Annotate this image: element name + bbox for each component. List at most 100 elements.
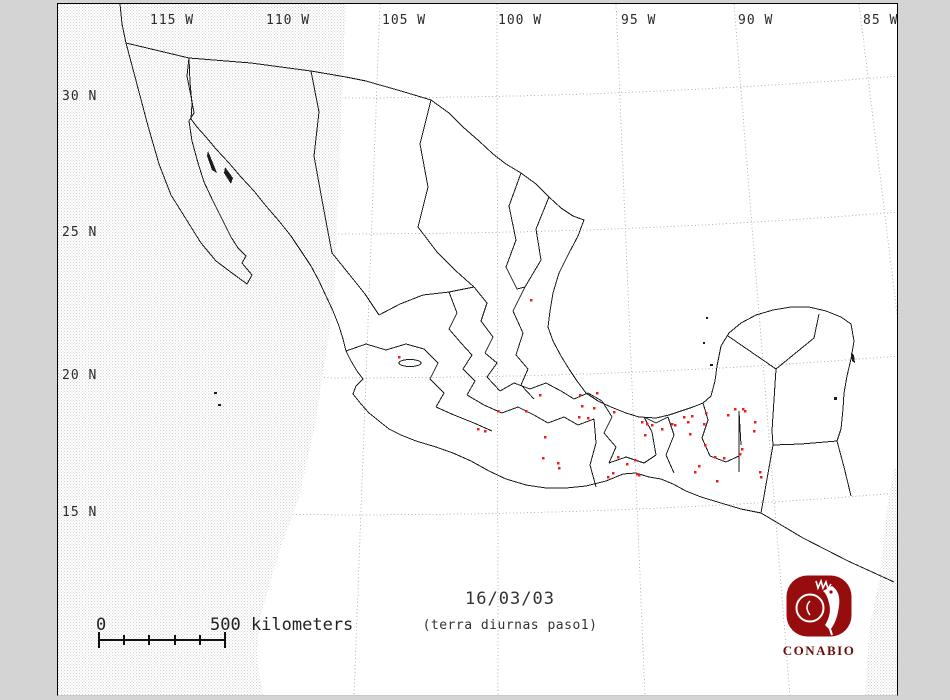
state-borders bbox=[310, 70, 820, 488]
fire-dot bbox=[587, 417, 590, 420]
fire-dot bbox=[714, 456, 717, 459]
lon-label: 105 W bbox=[382, 13, 427, 28]
fire-dot bbox=[691, 415, 694, 418]
fire-dot bbox=[542, 457, 545, 460]
fire-dot bbox=[759, 471, 762, 474]
fire-dot bbox=[558, 467, 561, 470]
fire-dot bbox=[734, 408, 737, 411]
scale-tick bbox=[173, 635, 176, 645]
fire-dot bbox=[484, 430, 487, 433]
fire-dot bbox=[398, 356, 401, 359]
fire-dot bbox=[539, 394, 542, 397]
fire-dot bbox=[544, 436, 547, 439]
fire-dot bbox=[638, 474, 641, 477]
fire-dot bbox=[754, 421, 757, 424]
lon-label: 115 W bbox=[150, 13, 195, 28]
fire-dot bbox=[644, 434, 647, 437]
fire-dot bbox=[694, 471, 697, 474]
baja-california bbox=[125, 42, 253, 285]
meridian-90w bbox=[733, 4, 791, 695]
swath-stipple bbox=[58, 4, 897, 695]
lon-label: 95 W bbox=[621, 13, 657, 28]
fire-dot bbox=[497, 410, 500, 413]
fire-dot bbox=[723, 457, 726, 460]
fire-dot bbox=[703, 423, 706, 426]
fire-dot bbox=[634, 459, 637, 462]
fire-dot bbox=[753, 430, 756, 433]
parallel-30n bbox=[58, 75, 897, 99]
fire-dot bbox=[689, 433, 692, 436]
fire-dot bbox=[760, 476, 763, 479]
scale-tick bbox=[98, 632, 100, 648]
fire-dot bbox=[578, 416, 581, 419]
map-area: 0 500 kilometers 16/03/03 (terra diurnas… bbox=[57, 3, 898, 696]
fire-dots-layer bbox=[398, 299, 763, 483]
fire-dot bbox=[593, 407, 596, 410]
parallel-20n bbox=[58, 355, 897, 379]
scale-zero-label: 0 bbox=[96, 615, 107, 635]
lat-label: 20 N bbox=[62, 368, 98, 383]
fire-dot bbox=[698, 465, 701, 468]
scale-tick bbox=[198, 635, 201, 645]
parallel-25n bbox=[58, 211, 897, 235]
fire-dot bbox=[613, 411, 616, 414]
fire-dot bbox=[636, 473, 639, 476]
fire-dot bbox=[646, 423, 649, 426]
fire-dot bbox=[716, 480, 719, 483]
fire-dot bbox=[661, 428, 664, 431]
conabio-logo: CONABIO bbox=[780, 574, 858, 659]
guatemala-coast bbox=[760, 512, 895, 583]
mexico-mainland bbox=[188, 57, 855, 514]
lake-chapala bbox=[398, 359, 422, 367]
scale-tick bbox=[123, 635, 126, 645]
us-coast bbox=[119, 4, 127, 44]
stipple-west bbox=[58, 4, 346, 695]
fire-dot bbox=[742, 408, 745, 411]
lat-label: 15 N bbox=[62, 505, 98, 520]
fire-dot bbox=[651, 424, 654, 427]
fire-dot bbox=[525, 410, 528, 413]
fire-dot bbox=[581, 405, 584, 408]
fire-dot bbox=[530, 299, 533, 302]
fire-dot bbox=[557, 462, 560, 465]
scale-tick bbox=[224, 632, 226, 648]
fire-dot bbox=[705, 412, 708, 415]
lon-label: 110 W bbox=[266, 13, 311, 28]
scale-end-label: 500 kilometers bbox=[210, 615, 354, 635]
scale-line bbox=[99, 639, 225, 641]
fire-dot bbox=[612, 472, 615, 475]
meridian-85w bbox=[858, 4, 897, 318]
fire-dot bbox=[683, 416, 686, 419]
scale-bar: 0 500 kilometers bbox=[58, 612, 458, 657]
conabio-logo-icon bbox=[786, 575, 852, 637]
fire-dot bbox=[674, 424, 677, 427]
fire-dot bbox=[739, 453, 742, 456]
scale-tick bbox=[148, 635, 151, 645]
caption-date: 16/03/03 bbox=[465, 589, 555, 609]
stipple-southeast bbox=[865, 469, 897, 695]
lon-label: 85 W bbox=[863, 13, 898, 28]
parallel-15n bbox=[58, 492, 897, 516]
fire-dot bbox=[607, 476, 610, 479]
lat-label: 30 N bbox=[62, 89, 98, 104]
fire-dot bbox=[744, 410, 747, 413]
fire-dot bbox=[704, 444, 707, 447]
fire-dot bbox=[579, 394, 582, 397]
conabio-logo-text: CONABIO bbox=[782, 643, 856, 658]
caption-source: (terra diurnas paso1) bbox=[422, 618, 598, 633]
coastline-borders bbox=[119, 4, 895, 583]
lat-label: 25 N bbox=[62, 225, 98, 240]
fire-dot bbox=[671, 423, 674, 426]
map-caption: 16/03/03 (terra diurnas paso1) bbox=[360, 589, 660, 633]
guatemala-belize-border bbox=[836, 440, 852, 497]
fire-dot bbox=[626, 463, 629, 466]
lon-label: 100 W bbox=[498, 13, 543, 28]
fire-dot bbox=[617, 456, 620, 459]
fire-dot bbox=[641, 421, 644, 424]
fire-dot bbox=[477, 428, 480, 431]
mexico-map-svg bbox=[58, 4, 897, 695]
fire-dot bbox=[727, 414, 730, 417]
islands bbox=[207, 151, 855, 406]
fire-dot bbox=[741, 448, 744, 451]
